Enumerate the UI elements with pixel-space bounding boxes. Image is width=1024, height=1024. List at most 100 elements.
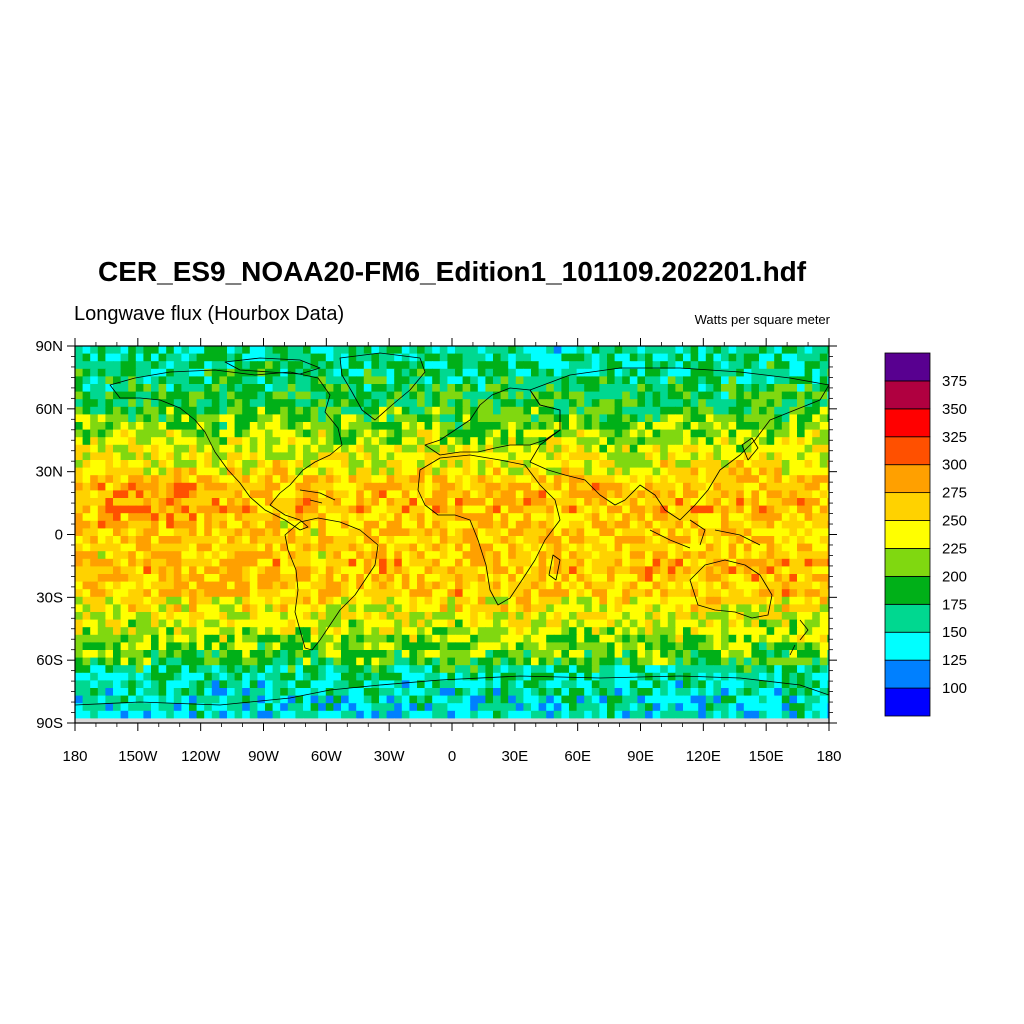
- flux-cell: [759, 452, 768, 461]
- flux-cell: [607, 353, 616, 362]
- flux-cell: [812, 368, 821, 377]
- flux-cell: [280, 596, 289, 605]
- flux-cell: [128, 604, 137, 613]
- flux-cell: [690, 498, 699, 507]
- flux-cell: [143, 513, 152, 522]
- flux-cell: [485, 665, 494, 674]
- flux-cell: [379, 657, 388, 666]
- flux-cell: [227, 710, 236, 719]
- flux-cell: [781, 574, 790, 583]
- flux-cell: [401, 353, 410, 362]
- flux-cell: [75, 482, 84, 491]
- flux-cell: [538, 429, 547, 438]
- flux-cell: [113, 634, 122, 643]
- flux-cell: [470, 498, 479, 507]
- flux-cell: [690, 619, 699, 628]
- flux-cell: [356, 406, 365, 415]
- flux-cell: [759, 406, 768, 415]
- flux-cell: [417, 391, 426, 400]
- flux-cell: [356, 551, 365, 560]
- flux-cell: [728, 406, 737, 415]
- flux-cell: [105, 650, 114, 659]
- flux-cell: [667, 414, 676, 423]
- flux-cell: [113, 672, 122, 681]
- flux-cell: [743, 498, 752, 507]
- flux-cell: [257, 467, 266, 476]
- flux-cell: [295, 422, 304, 431]
- flux-cell: [455, 505, 464, 514]
- flux-cell: [698, 444, 707, 453]
- flux-cell: [151, 384, 160, 393]
- flux-cell: [538, 528, 547, 537]
- flux-cell: [675, 710, 684, 719]
- flux-cell: [386, 672, 395, 681]
- flux-cell: [363, 346, 372, 355]
- flux-cell: [553, 505, 562, 514]
- flux-cell: [379, 384, 388, 393]
- flux-cell: [379, 551, 388, 560]
- flux-cell: [713, 368, 722, 377]
- flux-cell: [667, 551, 676, 560]
- flux-cell: [379, 566, 388, 575]
- flux-cell: [553, 384, 562, 393]
- flux-cell: [325, 513, 334, 522]
- flux-cell: [303, 444, 312, 453]
- flux-cell: [363, 437, 372, 446]
- flux-cell: [272, 680, 281, 689]
- flux-cell: [249, 505, 258, 514]
- flux-cell: [766, 482, 775, 491]
- flux-cell: [318, 619, 327, 628]
- flux-cell: [508, 581, 517, 590]
- flux-field: [75, 346, 829, 723]
- flux-cell: [204, 695, 213, 704]
- flux-cell: [318, 513, 327, 522]
- flux-cell: [105, 429, 114, 438]
- flux-cell: [819, 460, 828, 469]
- flux-cell: [561, 695, 570, 704]
- flux-cell: [622, 391, 631, 400]
- flux-cell: [303, 619, 312, 628]
- flux-cell: [242, 619, 251, 628]
- flux-cell: [272, 581, 281, 590]
- flux-cell: [189, 399, 198, 408]
- flux-cell: [447, 551, 456, 560]
- flux-cell: [348, 414, 357, 423]
- flux-cell: [227, 437, 236, 446]
- flux-cell: [804, 406, 813, 415]
- flux-cell: [493, 429, 502, 438]
- flux-cell: [546, 346, 555, 355]
- flux-cell: [629, 566, 638, 575]
- flux-cell: [310, 353, 319, 362]
- flux-cell: [371, 406, 380, 415]
- flux-cell: [675, 406, 684, 415]
- flux-cell: [280, 414, 289, 423]
- flux-cell: [462, 650, 471, 659]
- flux-cell: [728, 650, 737, 659]
- flux-cell: [607, 650, 616, 659]
- flux-cell: [546, 353, 555, 362]
- flux-cell: [257, 399, 266, 408]
- flux-cell: [531, 627, 540, 636]
- flux-cell: [105, 498, 114, 507]
- flux-cell: [417, 490, 426, 499]
- flux-cell: [280, 619, 289, 628]
- flux-cell: [759, 642, 768, 651]
- flux-cell: [447, 429, 456, 438]
- flux-cell: [265, 543, 274, 552]
- flux-cell: [576, 406, 585, 415]
- flux-cell: [196, 566, 205, 575]
- flux-cell: [462, 460, 471, 469]
- flux-cell: [645, 452, 654, 461]
- flux-cell: [500, 627, 509, 636]
- flux-cell: [371, 703, 380, 712]
- flux-cell: [477, 634, 486, 643]
- flux-cell: [523, 505, 532, 514]
- flux-cell: [166, 520, 175, 529]
- flux-cell: [553, 422, 562, 431]
- flux-cell: [432, 574, 441, 583]
- flux-cell: [113, 384, 122, 393]
- flux-cell: [500, 482, 509, 491]
- flux-cell: [599, 558, 608, 567]
- flux-cell: [173, 475, 182, 484]
- flux-cell: [166, 528, 175, 537]
